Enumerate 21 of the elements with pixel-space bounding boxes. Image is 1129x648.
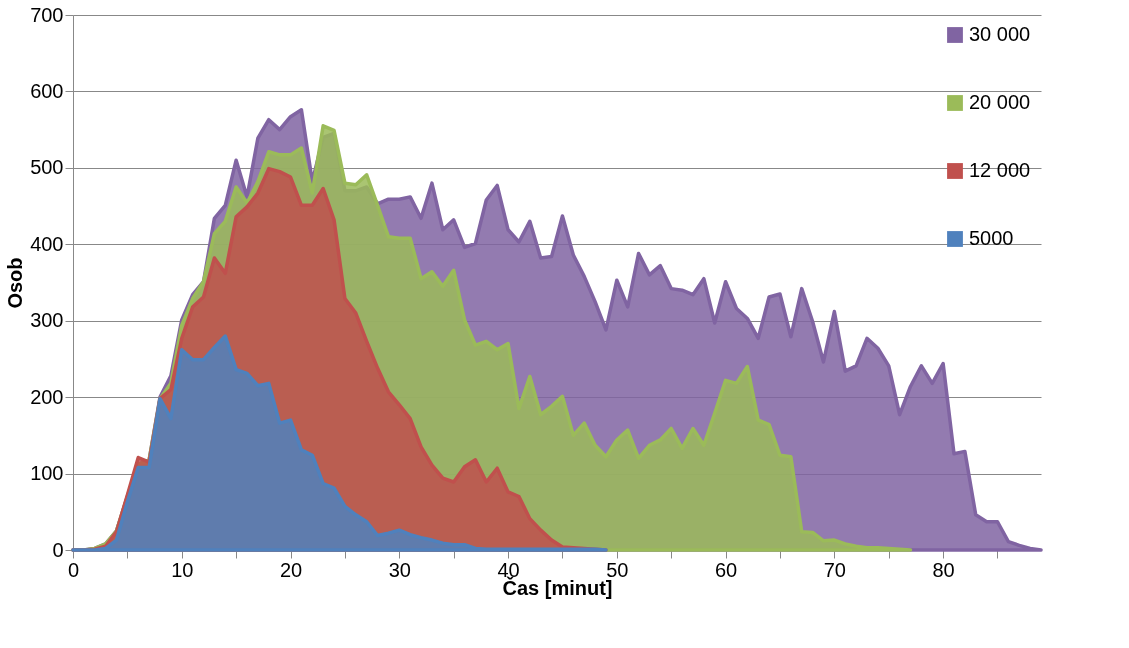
y-tick-label: 500 <box>30 156 64 179</box>
x-tick-label: 50 <box>606 558 629 581</box>
y-tick-label: 100 <box>30 462 64 485</box>
y-tick-label: 200 <box>30 385 64 408</box>
y-tick-label: 700 <box>30 3 64 26</box>
legend-label: 20 000 <box>969 91 1031 113</box>
x-tick-label: 10 <box>171 558 194 581</box>
y-tick-label: 600 <box>30 79 64 102</box>
x-tick-label: 30 <box>388 558 411 581</box>
y-tick-label: 300 <box>30 309 64 332</box>
legend-label: 12 000 <box>969 159 1031 181</box>
x-tick-label: 80 <box>932 558 955 581</box>
legend-label: 5000 <box>969 227 1014 249</box>
legend-label: 30 000 <box>969 23 1031 45</box>
x-tick-label: 60 <box>714 558 738 581</box>
x-tick-label: 0 <box>67 558 80 581</box>
y-tick-label: 0 <box>52 538 64 561</box>
x-tick-label: 70 <box>823 558 846 581</box>
y-tick-label: 400 <box>30 232 64 255</box>
x-tick-label: 20 <box>279 558 303 581</box>
y-axis-title: Osob <box>4 257 27 309</box>
